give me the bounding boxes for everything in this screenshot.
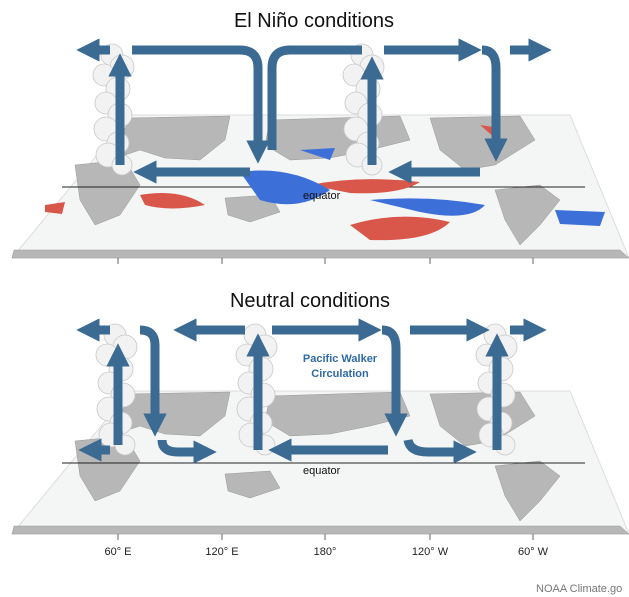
longitude-label: 60° E xyxy=(104,546,131,558)
diagram: El Niño conditions equator xyxy=(0,0,629,597)
annotation: Circulation xyxy=(311,368,369,380)
equator-label: equator xyxy=(303,190,341,202)
longitude-label: 120° W xyxy=(412,546,449,558)
annotation: Pacific Walker xyxy=(303,353,378,365)
neutral-panel: Neutral conditions equator Pacific Walke… xyxy=(12,290,629,540)
longitude-labels: 60° E 120° E 180° 120° W 60° W xyxy=(104,546,548,558)
panel-title: El Niño conditions xyxy=(234,10,394,32)
credit: NOAA Climate.go xyxy=(536,583,622,595)
equator-label: equator xyxy=(303,465,341,477)
longitude-label: 120° E xyxy=(205,546,238,558)
panel-title: Neutral conditions xyxy=(230,290,390,312)
longitude-label: 60° W xyxy=(518,546,549,558)
el-nino-panel: El Niño conditions equator xyxy=(12,10,629,264)
longitude-label: 180° xyxy=(314,546,337,558)
